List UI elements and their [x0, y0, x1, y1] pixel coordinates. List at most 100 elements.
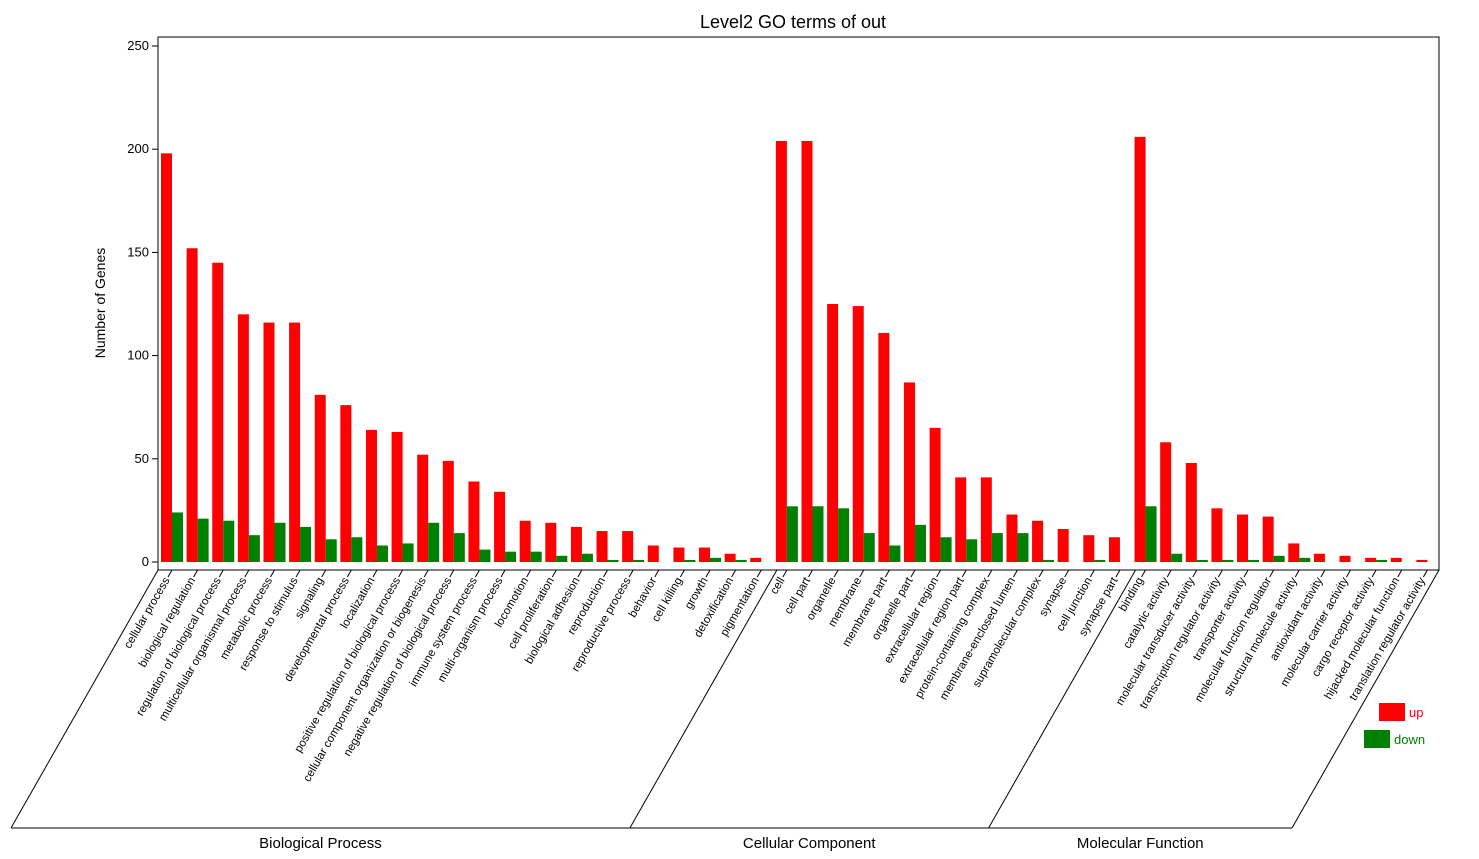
bar-up	[186, 248, 198, 562]
y-tick-label: 0	[142, 554, 149, 569]
bar-up	[1185, 462, 1197, 562]
x-tick-mark	[1166, 569, 1172, 578]
group-frame-slant-line	[988, 569, 1136, 829]
bar-down	[1299, 557, 1311, 562]
bar-up	[852, 306, 864, 562]
x-tick-mark	[628, 569, 634, 578]
bar-up	[494, 491, 506, 562]
x-tick-mark	[1089, 569, 1095, 578]
x-tick-mark	[910, 569, 916, 578]
bar-up	[1032, 520, 1044, 562]
bar-down	[172, 512, 183, 562]
bar-down	[607, 559, 619, 562]
bar-up	[801, 140, 813, 562]
bar-up	[775, 140, 787, 562]
bar-down	[863, 533, 875, 562]
bar-down	[838, 508, 850, 562]
x-tick-mark	[244, 569, 250, 578]
bar-down	[530, 551, 542, 562]
x-tick-label: growth	[683, 576, 711, 612]
bar-down	[991, 533, 1003, 562]
bar-up	[1288, 543, 1300, 562]
x-tick-mark	[372, 569, 378, 578]
bar-up	[570, 526, 582, 562]
bar-down	[376, 545, 388, 562]
bar-up	[673, 547, 685, 562]
x-tick-mark	[218, 569, 224, 578]
bar-down	[1248, 559, 1260, 562]
bar-up	[417, 454, 429, 562]
bar-down	[1196, 559, 1208, 562]
bar-down	[735, 559, 747, 562]
y-tick-label: 150	[127, 244, 149, 259]
bar-down	[428, 522, 440, 562]
plot-area-border	[157, 36, 1440, 571]
bar-down	[300, 526, 312, 562]
bar-down	[274, 522, 286, 562]
bar-down	[889, 545, 901, 562]
bar-up	[340, 405, 352, 562]
bar-up	[263, 322, 275, 562]
group-label: Molecular Function	[1077, 835, 1204, 852]
x-tick-mark	[449, 569, 455, 578]
x-tick-mark	[654, 569, 660, 578]
x-tick-mark	[705, 569, 711, 578]
x-tick-mark	[782, 569, 788, 578]
bar-up	[1211, 508, 1223, 562]
x-tick-mark	[295, 569, 301, 578]
x-tick-mark	[884, 569, 890, 578]
legend-swatch-up	[1379, 703, 1405, 721]
bar-down	[966, 539, 978, 562]
x-tick-mark	[1422, 569, 1428, 578]
x-tick-mark	[756, 569, 762, 578]
bar-down	[940, 537, 952, 562]
x-tick-mark	[423, 569, 429, 578]
bar-up	[212, 262, 224, 562]
bar-up	[1262, 516, 1274, 562]
x-tick-mark	[1141, 569, 1146, 578]
x-tick-mark	[270, 569, 275, 578]
group-frame-slant-line	[629, 569, 778, 829]
x-tick-mark	[1064, 569, 1070, 578]
bar-down	[351, 537, 363, 562]
x-tick-mark	[577, 569, 583, 578]
category-group-frame	[10, 569, 1440, 829]
bar-down	[453, 533, 465, 562]
x-tick-mark	[1115, 569, 1121, 578]
x-tick-mark	[936, 569, 942, 578]
bar-up	[1108, 537, 1120, 562]
group-label: Cellular Component	[743, 835, 876, 852]
x-tick-mark	[321, 569, 327, 578]
legend-swatch-down	[1364, 730, 1390, 748]
bar-up	[647, 545, 659, 562]
group-frame-slant-line	[1291, 569, 1440, 829]
x-tick-mark	[500, 569, 506, 578]
bar-up	[929, 427, 941, 562]
bar-up	[1237, 514, 1249, 562]
bar-up	[596, 531, 608, 562]
x-tick-mark	[167, 569, 173, 578]
bar-down	[1094, 559, 1106, 562]
bar-up	[1365, 557, 1377, 562]
bar-up	[724, 553, 736, 562]
x-tick-mark	[859, 569, 865, 578]
x-tick-mark	[1192, 569, 1198, 578]
bar-down	[710, 557, 722, 562]
x-tick-mark	[808, 569, 813, 578]
y-axis-label: Number of Genes	[92, 248, 108, 359]
bar-down	[402, 543, 414, 562]
bar-up	[161, 153, 172, 562]
bar-up	[391, 431, 403, 562]
bar-up	[1339, 555, 1351, 562]
bar-down	[812, 506, 824, 562]
y-tick-label: 100	[127, 348, 149, 363]
x-tick-mark	[1038, 569, 1044, 578]
y-tick-label: 250	[127, 38, 149, 53]
bar-up	[1057, 528, 1069, 562]
x-tick-mark	[551, 569, 557, 578]
bar-down	[1171, 553, 1183, 562]
legend-label-down: down	[1394, 732, 1425, 747]
bar-down	[479, 549, 491, 562]
bar-down	[1043, 559, 1055, 562]
